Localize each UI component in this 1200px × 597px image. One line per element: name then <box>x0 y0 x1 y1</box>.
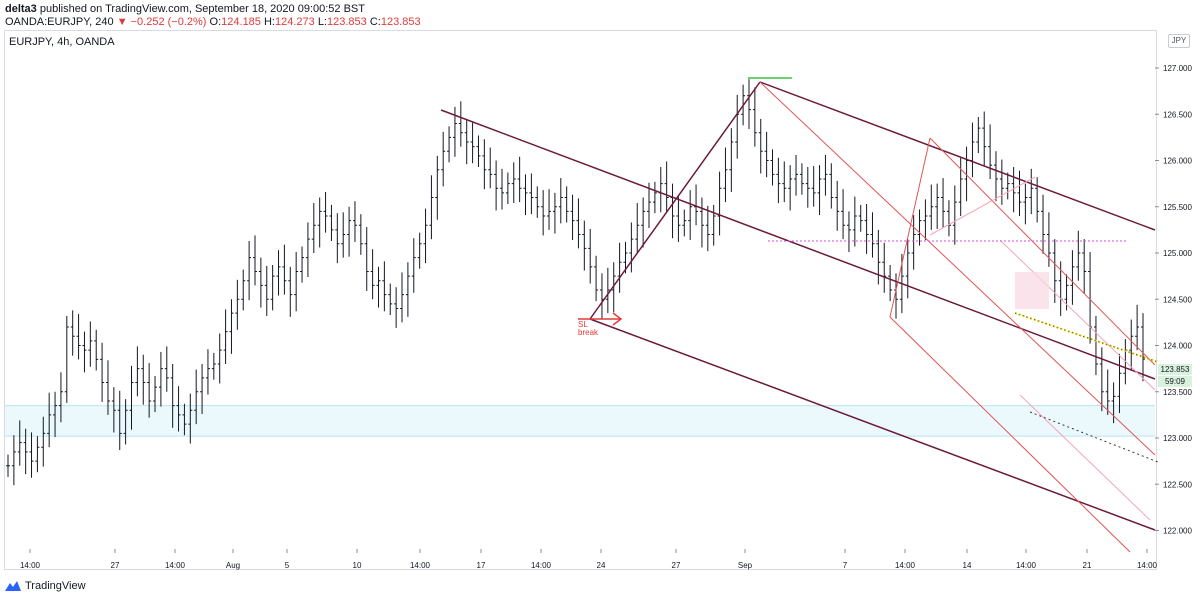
time-tick-label-8: 14:00 <box>531 561 552 570</box>
sl-arrow-head <box>612 312 623 326</box>
price-tick-label-8: 126.000 <box>1163 157 1192 166</box>
time-tick-label-2: 14:00 <box>165 561 186 570</box>
time-tick-label-10: 27 <box>672 561 681 570</box>
sl-annotation-line2: break <box>578 328 599 337</box>
channel-top-line <box>759 81 1156 231</box>
price-tick-label-6: 125.000 <box>1163 249 1192 258</box>
time-tick-label-6: 14:00 <box>410 561 431 570</box>
time-tick-label-7: 17 <box>477 561 486 570</box>
support-zone <box>5 405 1155 437</box>
price-axis[interactable]: 122.000 122.500 123.000 123.500 124.000 124.5… <box>1155 64 1192 536</box>
yellow-trendline <box>1014 312 1159 363</box>
price-change: ▼ −0.252 (−0.2%) <box>116 16 207 28</box>
ohlc-low-label: L: <box>317 16 327 28</box>
price-tick-label-5: 124.500 <box>1163 295 1192 304</box>
tradingview-logo-icon[interactable] <box>4 580 22 592</box>
time-tick-label-0: 14:00 <box>20 561 41 570</box>
ohlc-close-value: 123.853 <box>380 16 421 28</box>
channel-upper-line <box>440 109 1156 380</box>
published-text: published on TradingView.com, September … <box>36 3 365 15</box>
time-tick-label-4: 5 <box>285 561 290 570</box>
time-tick-label-9: 24 <box>597 561 606 570</box>
footer: TradingView <box>4 578 86 594</box>
pink-zone <box>1015 272 1049 309</box>
currency-badge[interactable]: JPY <box>1168 34 1190 48</box>
price-tick-label-1: 122.500 <box>1163 480 1192 489</box>
tradingview-brand[interactable]: TradingView <box>25 580 86 592</box>
publish-info: delta3 published on TradingView.com, Sep… <box>5 3 365 15</box>
price-tick-label-4: 124.000 <box>1163 342 1192 351</box>
ohlc-high-value: 124.273 <box>274 16 315 28</box>
time-tick-label-12: 7 <box>843 561 848 570</box>
time-tick-label-15: 14:00 <box>1016 561 1037 570</box>
time-tick-label-11: Sep <box>738 561 753 570</box>
pitchfork-inner-lower <box>1019 394 1151 521</box>
time-tick-label-5: 10 <box>353 561 362 570</box>
time-tick-label-3: Aug <box>226 561 240 570</box>
pitchfork-inner-upper <box>999 239 1156 391</box>
candles <box>6 79 1145 486</box>
bar-countdown-label: 59:09 <box>1158 376 1192 387</box>
symbol-quote-line: OANDA:EURJPY, 240 ▼ −0.252 (−0.2%) O:124… <box>5 16 421 28</box>
pitchfork-median <box>759 81 1156 456</box>
support-zone-band <box>5 405 1155 437</box>
time-tick-label-14: 14 <box>963 561 972 570</box>
time-tick-label-1: 27 <box>111 561 120 570</box>
yellow-trendline-dots <box>1014 312 1159 363</box>
time-tick-label-17: 14:00 <box>1137 561 1158 570</box>
ohlc-open-label: O: <box>209 16 222 28</box>
ohlc-low-value: 123.853 <box>327 16 367 28</box>
symbol-name: OANDA:EURJPY, 240 <box>5 16 114 28</box>
channel-lower-line <box>589 318 1156 531</box>
chart-header: delta3 published on TradingView.com, Sep… <box>0 0 1200 30</box>
price-tick-label-10: 127.000 <box>1163 64 1192 73</box>
sl-annotation-line1: SL <box>578 320 588 329</box>
ohlc-close-label: C: <box>369 16 381 28</box>
price-tick-label-9: 126.500 <box>1163 110 1192 119</box>
channel-rise-line <box>589 81 761 320</box>
pink-rise-line <box>929 176 1036 236</box>
time-axis[interactable]: 14:00 27 14:00 Aug 5 10 14:00 17 14:00 24 27 Sep 7 14… <box>20 549 1158 570</box>
price-tick-label-2: 123.000 <box>1163 434 1192 443</box>
chart-frame <box>4 30 1157 570</box>
time-tick-label-16: 21 <box>1083 561 1092 570</box>
price-tick-label-7: 125.500 <box>1163 203 1192 212</box>
pitchfork-upper <box>929 137 1156 366</box>
ohlc-open-value: 124.185 <box>221 16 261 28</box>
pitchfork-lower <box>889 316 1131 553</box>
price-tick-label-3: 123.500 <box>1163 388 1192 397</box>
pitchfork-handle-left <box>889 137 931 318</box>
last-price-label: 123.853 <box>1158 364 1192 375</box>
chart-title: EURJPY, 4h, OANDA <box>9 36 115 48</box>
time-tick-label-13: 14:00 <box>895 561 916 570</box>
ohlc-high-label: H: <box>263 16 275 28</box>
price-tick-label-0: 122.000 <box>1163 527 1192 536</box>
author-name[interactable]: delta3 <box>5 3 37 15</box>
